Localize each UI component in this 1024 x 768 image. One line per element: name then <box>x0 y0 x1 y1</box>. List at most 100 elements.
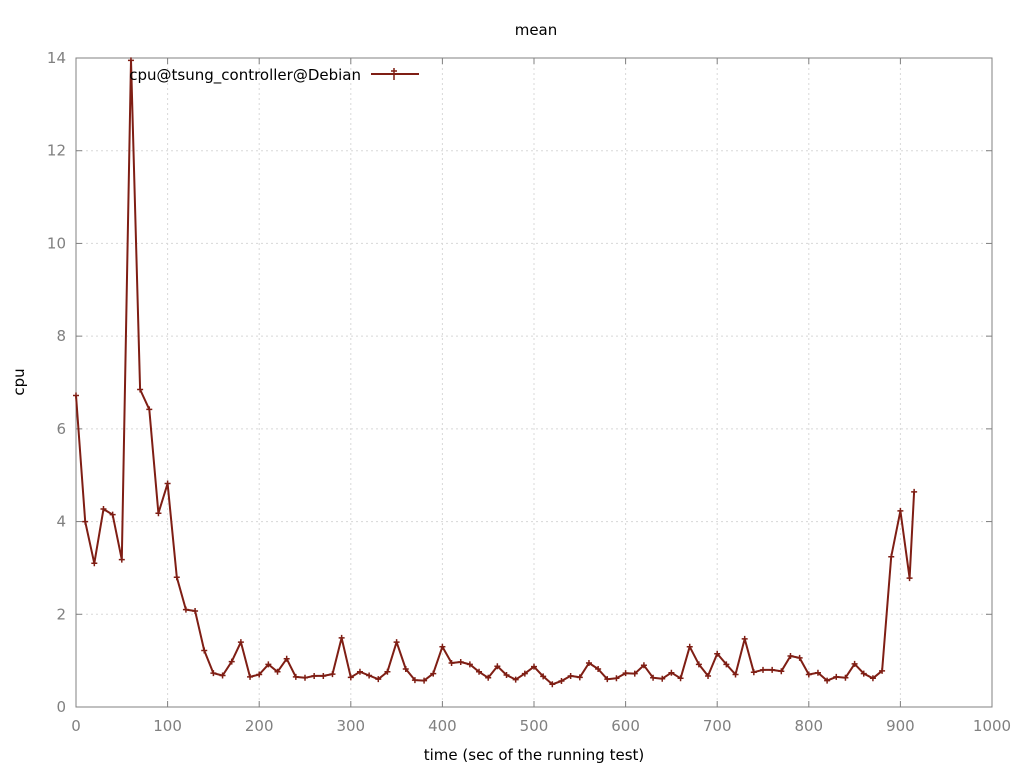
data-point <box>732 671 739 678</box>
data-point <box>118 556 125 563</box>
data-point <box>906 575 913 582</box>
data-point <box>127 57 134 64</box>
data-point <box>869 675 876 682</box>
data-point <box>347 674 354 681</box>
data-point <box>796 654 803 661</box>
data-point <box>283 655 290 662</box>
data-point <box>292 673 299 680</box>
series-layer <box>73 57 918 688</box>
data-point <box>100 506 107 513</box>
data-point <box>192 608 199 615</box>
data-point <box>631 670 638 677</box>
axis-ticks: 0 100 200 300 400 500 600 700 800 900 1000 0 2 4 6 8 10 1… <box>47 49 1011 735</box>
y-tick-label: 14 <box>47 49 66 67</box>
data-point <box>567 672 574 679</box>
data-point <box>256 671 263 678</box>
data-point <box>897 507 904 514</box>
data-point <box>384 668 391 675</box>
data-point <box>741 635 748 642</box>
data-point <box>888 553 895 560</box>
data-point <box>155 510 162 517</box>
data-point <box>73 392 79 399</box>
data-point <box>201 647 208 654</box>
x-tick-label: 800 <box>794 717 823 735</box>
data-point <box>393 639 400 646</box>
data-point <box>911 488 918 495</box>
legend-marker-sample <box>391 68 397 80</box>
data-point <box>705 672 712 679</box>
data-point <box>540 673 547 680</box>
data-point <box>366 672 373 679</box>
data-point <box>686 643 693 650</box>
data-point <box>82 518 89 525</box>
y-tick-label: 0 <box>56 698 66 716</box>
data-point <box>531 663 537 670</box>
data-point <box>311 672 318 679</box>
data-point <box>466 661 473 668</box>
data-point <box>860 670 867 677</box>
data-point <box>879 667 886 674</box>
data-point <box>814 669 821 676</box>
x-tick-label: 900 <box>886 717 915 735</box>
data-point <box>659 675 666 682</box>
legend: cpu@tsung_controller@Debian <box>129 66 419 85</box>
y-tick-label: 2 <box>56 605 66 623</box>
data-point <box>787 653 794 660</box>
x-tick-label: 100 <box>153 717 182 735</box>
data-point <box>677 675 684 682</box>
data-point <box>411 677 418 684</box>
data-point <box>329 671 336 678</box>
x-tick-label: 400 <box>428 717 457 735</box>
data-point <box>476 668 483 675</box>
x-tick-label: 700 <box>703 717 732 735</box>
data-point <box>833 673 840 680</box>
data-point <box>439 643 446 650</box>
data-point <box>640 662 647 669</box>
chart-title: mean <box>515 21 558 39</box>
y-tick-label: 12 <box>47 142 66 160</box>
y-tick-label: 4 <box>56 513 66 531</box>
data-point <box>805 671 812 678</box>
x-tick-label: 1000 <box>973 717 1011 735</box>
data-point <box>320 672 327 679</box>
data-point <box>210 670 217 677</box>
data-point <box>604 676 611 683</box>
data-point <box>613 675 620 682</box>
data-point <box>164 480 171 487</box>
data-point <box>512 676 519 683</box>
data-point <box>851 660 858 667</box>
data-point <box>695 661 702 668</box>
data-point <box>824 677 831 684</box>
data-point <box>558 678 565 685</box>
data-point <box>91 560 98 567</box>
series-line <box>75 59 916 686</box>
x-tick-label: 500 <box>520 717 549 735</box>
data-point <box>338 634 345 641</box>
x-tick-label: 0 <box>71 717 81 735</box>
y-axis-label: cpu <box>10 368 28 395</box>
data-point <box>448 659 455 666</box>
data-point <box>622 670 629 677</box>
data-point <box>842 674 849 681</box>
data-point <box>494 663 501 670</box>
data-point <box>265 661 272 668</box>
data-point <box>521 670 528 677</box>
data-point <box>228 658 235 665</box>
data-point <box>457 659 464 666</box>
data-point <box>595 665 602 672</box>
x-axis-label: time (sec of the running test) <box>424 746 645 764</box>
data-point <box>503 672 510 679</box>
data-point <box>237 639 244 646</box>
data-point <box>274 668 281 675</box>
x-tick-label: 300 <box>336 717 365 735</box>
data-point <box>650 674 657 681</box>
grid-lines <box>76 58 992 707</box>
data-point <box>375 676 382 683</box>
data-point <box>723 661 730 668</box>
data-point <box>769 666 776 673</box>
y-tick-label: 8 <box>56 327 66 345</box>
y-tick-label: 6 <box>56 420 66 438</box>
data-point <box>247 673 254 680</box>
data-point <box>356 668 363 675</box>
